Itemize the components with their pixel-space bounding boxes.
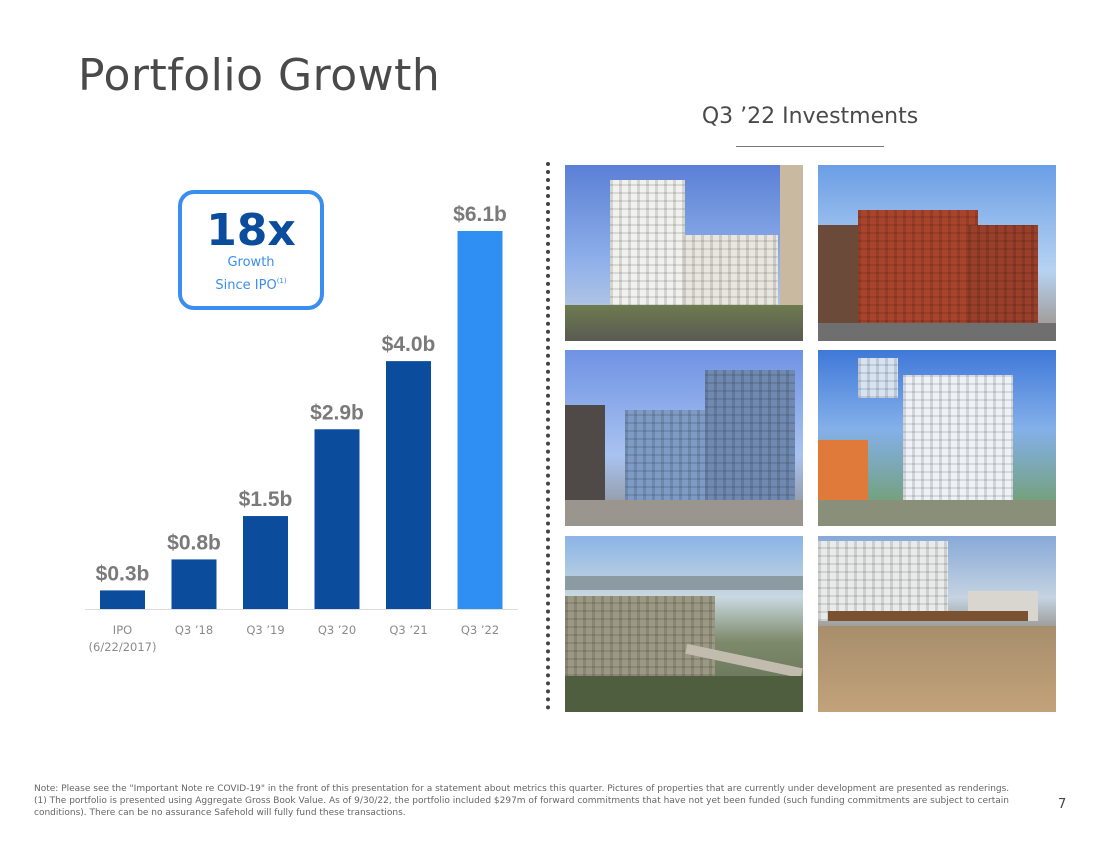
investments-title: Q3 ’22 Investments xyxy=(701,104,919,129)
property-photo-glass-office xyxy=(565,350,803,526)
bar-3 xyxy=(314,429,360,609)
portfolio-growth-bar-chart: $0.3b IPO (6/22/2017) $0.8b Q3 ’18 $1.5b Q3 ’1… xyxy=(85,203,518,654)
data-label-0: $0.3b xyxy=(96,562,150,585)
property-photo-residential-tower xyxy=(818,350,1056,526)
property-photo-tower xyxy=(565,165,803,341)
x-tick-label-2: Q3 ’19 xyxy=(246,623,284,637)
footnote-note: Note: Please see the "Important Note re … xyxy=(34,784,1010,794)
bar-0 xyxy=(100,590,145,609)
growth-callout: 18x Growth Since IPO(1) xyxy=(178,190,324,310)
x-tick-label-0: IPO xyxy=(113,623,132,637)
data-label-3: $2.9b xyxy=(310,401,364,424)
x-tick-label-3: Q3 ’20 xyxy=(318,623,356,637)
data-label-4: $4.0b xyxy=(382,333,436,356)
data-label-2: $1.5b xyxy=(239,488,293,511)
x-tick-sublabel-0: (6/22/2017) xyxy=(89,640,157,654)
since-ipo-text: Since IPO xyxy=(215,278,277,293)
data-label-1: $0.8b xyxy=(167,531,221,554)
property-photo-brick-building xyxy=(818,165,1056,341)
dotted-divider xyxy=(546,162,550,710)
property-photo-aerial-neighborhood xyxy=(565,536,803,712)
footnote-1: (1) The portfolio is presented using Agg… xyxy=(34,796,1009,818)
growth-label: Growth xyxy=(227,255,275,270)
property-photo-apartment-courtyard xyxy=(818,536,1056,712)
bar-2 xyxy=(243,516,288,609)
bar-4 xyxy=(386,361,431,609)
footnote: Note: Please see the "Important Note re … xyxy=(34,783,1044,819)
x-tick-label-1: Q3 ’18 xyxy=(175,623,213,637)
bar-5 xyxy=(457,230,503,609)
page-title: Portfolio Growth xyxy=(78,50,441,101)
footnote-marker: (1) xyxy=(276,277,287,285)
data-label-5: $6.1b xyxy=(453,203,507,226)
since-ipo-label: Since IPO(1) xyxy=(182,272,320,295)
page-number: 7 xyxy=(1058,797,1067,812)
bar-1 xyxy=(171,559,217,609)
growth-multiple: 18x xyxy=(206,205,296,256)
investments-title-underline xyxy=(736,146,884,147)
x-tick-label-5: Q3 ’22 xyxy=(461,623,499,637)
x-tick-label-4: Q3 ’21 xyxy=(389,623,427,637)
